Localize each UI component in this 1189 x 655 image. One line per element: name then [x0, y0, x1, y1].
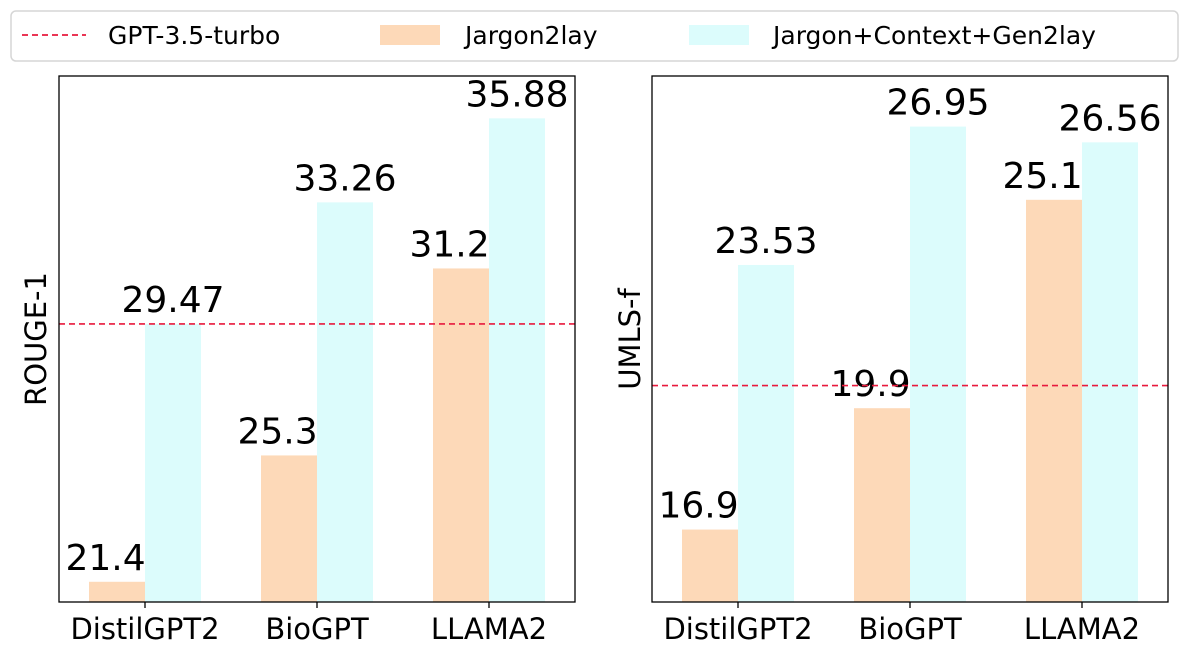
legend-series2-label: Jargon+Context+Gen2lay	[771, 21, 1096, 50]
y-axis-label: ROUGE-1	[19, 272, 53, 406]
x-tick-label: DistilGPT2	[70, 612, 219, 646]
bar-jargon2lay-distilgpt2	[89, 581, 145, 602]
bar-jargon-context-gen2lay-biogpt	[317, 202, 373, 602]
bar-value-label: 26.56	[1058, 98, 1161, 139]
bar-jargon2lay-llama2	[433, 268, 489, 602]
x-tick-label: DistilGPT2	[663, 612, 812, 646]
bar-jargon-context-gen2lay-biogpt	[910, 126, 966, 603]
bar-value-label: 35.88	[465, 74, 568, 115]
legend-frame	[10, 10, 1179, 62]
bar-jargon-context-gen2lay-llama2	[1082, 142, 1138, 602]
legend-series1-label: Jargon2lay	[463, 21, 598, 50]
bar-jargon2lay-distilgpt2	[682, 529, 738, 602]
x-tick-label: LLAMA2	[1024, 612, 1140, 646]
bar-value-label: 26.95	[886, 83, 989, 124]
legend: GPT-3.5-turbo Jargon2lay Jargon+Context+…	[10, 10, 1179, 62]
x-tick-label: BioGPT	[858, 612, 962, 646]
bar-jargon-context-gen2lay-llama2	[489, 118, 545, 603]
bar-value-label: 23.53	[714, 221, 817, 262]
legend-series2-swatch	[689, 25, 749, 45]
bar-jargon2lay-llama2	[1026, 199, 1082, 602]
legend-baseline-label: GPT-3.5-turbo	[108, 21, 280, 50]
bar-jargon2lay-biogpt	[854, 408, 910, 602]
legend-series1-swatch	[380, 25, 440, 45]
x-tick-label: LLAMA2	[431, 612, 547, 646]
y-axis-label: UMLS-f	[613, 287, 647, 389]
bar-value-label: 33.26	[293, 158, 396, 199]
bar-jargon-context-gen2lay-distilgpt2	[738, 264, 794, 602]
bar-value-label: 29.47	[121, 280, 224, 321]
x-tick-label: BioGPT	[265, 612, 369, 646]
rouge1-panel: 21.4325.3731.2029.4733.2635.88DistilGPT2…	[19, 74, 576, 646]
bar-jargon-context-gen2lay-distilgpt2	[145, 323, 201, 602]
bar-jargon2lay-biogpt	[261, 455, 317, 602]
